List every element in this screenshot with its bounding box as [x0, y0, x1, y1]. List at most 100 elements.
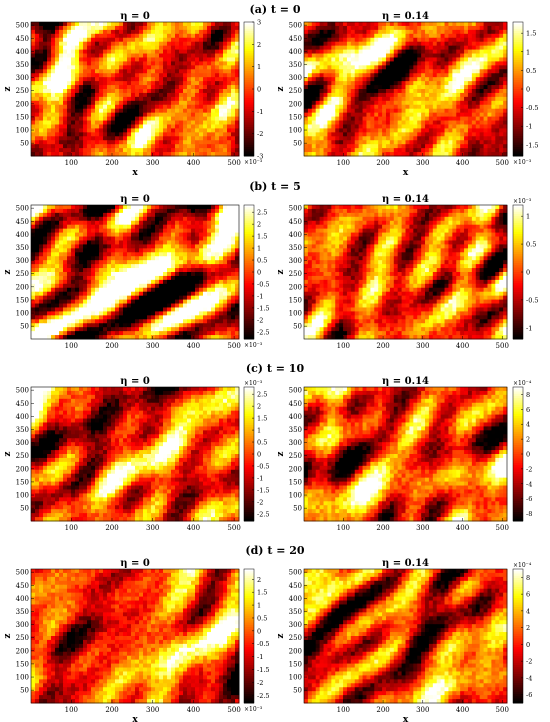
colorbar-step — [513, 91, 523, 94]
heatmap-cell — [147, 29, 152, 35]
heatmap-cell — [339, 132, 344, 137]
heatmap-cell — [167, 272, 172, 277]
heatmap-cell — [43, 77, 48, 82]
heatmap-cell — [35, 140, 40, 145]
heatmap-cell — [43, 65, 48, 70]
heatmap-cell — [195, 272, 200, 277]
heatmap-cell — [199, 216, 204, 222]
heatmap-cell — [43, 45, 48, 51]
heatmap-cell — [227, 148, 232, 153]
heatmap-cell — [99, 287, 104, 293]
heatmap-cell — [207, 45, 212, 51]
heatmap-cell — [71, 220, 76, 226]
heatmap-cell — [479, 33, 485, 39]
heatmap-cell — [183, 120, 188, 125]
heatmap-cell — [421, 112, 426, 118]
heatmap-cell — [362, 53, 367, 58]
y-tick-label: 100 — [16, 127, 29, 135]
heatmap-cell — [425, 112, 430, 118]
heatmap-cell — [135, 37, 140, 43]
heatmap-cell — [151, 244, 156, 249]
heatmap-cell — [87, 22, 92, 27]
heatmap-cell — [444, 144, 449, 149]
heatmap-cell — [319, 81, 325, 86]
heatmap-cell — [147, 244, 152, 249]
heatmap-cell — [159, 295, 164, 301]
heatmap-cell — [143, 25, 148, 31]
heatmap-cell — [119, 283, 124, 289]
heatmap-cell — [366, 85, 371, 90]
heatmap-cell — [63, 268, 68, 273]
heatmap-cell — [131, 77, 136, 82]
heatmap-cell — [223, 104, 228, 110]
heatmap-cell — [79, 108, 84, 114]
heatmap-cell — [99, 61, 104, 66]
heatmap-cell — [401, 22, 406, 27]
heatmap-cell — [163, 65, 168, 70]
heatmap-cell — [417, 116, 422, 122]
heatmap-cell — [227, 240, 232, 245]
heatmap-cell — [111, 208, 116, 214]
heatmap-cell — [315, 152, 321, 157]
heatmap-cell — [413, 29, 418, 35]
heatmap-cell — [31, 65, 36, 70]
heatmap-cell — [119, 22, 124, 27]
heatmap-cell — [311, 89, 317, 94]
heatmap-cell — [127, 53, 132, 58]
heatmap-cell — [183, 65, 188, 70]
heatmap-cell — [191, 244, 196, 249]
heatmap-cell — [179, 45, 184, 51]
heatmap-cell — [315, 124, 321, 129]
heatmap-cell — [467, 144, 473, 149]
heatmap-cell — [131, 279, 136, 285]
heatmap-cell — [319, 49, 325, 55]
heatmap-cell — [385, 89, 391, 94]
colorbar-step — [513, 95, 523, 99]
heatmap-cell — [83, 272, 88, 277]
heatmap-cell — [307, 148, 313, 153]
heatmap-cell — [393, 25, 399, 31]
heatmap-cell — [203, 69, 208, 74]
heatmap-cell — [111, 100, 116, 106]
heatmap-cell — [163, 136, 168, 141]
heatmap-cell — [31, 92, 36, 98]
heatmap-cell — [79, 41, 84, 47]
heatmap-cell — [131, 81, 136, 86]
heatmap-cell — [107, 291, 112, 297]
heatmap-cell — [195, 205, 200, 210]
heatmap-cell — [370, 81, 375, 86]
heatmap-cell — [231, 49, 236, 55]
heatmap-cell — [409, 57, 414, 62]
heatmap-cell — [475, 61, 481, 66]
heatmap-cell — [115, 53, 120, 58]
heatmap-cell — [235, 279, 240, 285]
heatmap-cell — [499, 45, 504, 51]
heatmap-cell — [179, 228, 184, 234]
heatmap-cell — [370, 92, 375, 98]
heatmap-cell — [179, 116, 184, 122]
heatmap-cell — [63, 22, 68, 27]
heatmap-cell — [343, 92, 348, 98]
heatmap-cell — [491, 116, 496, 122]
heatmap-cell — [211, 260, 216, 265]
colorbar-step — [244, 22, 254, 25]
heatmap-cell — [227, 236, 232, 241]
heatmap-cell — [159, 81, 164, 86]
heatmap-cell — [374, 22, 379, 27]
heatmap-cell — [183, 128, 188, 133]
heatmap-cell — [456, 37, 461, 43]
heatmap-cell — [315, 148, 321, 153]
heatmap-cell — [467, 120, 473, 125]
heatmap-cell — [339, 49, 344, 55]
heatmap-cell — [115, 100, 120, 106]
heatmap-cell — [159, 287, 164, 293]
heatmap-cell — [428, 89, 434, 94]
heatmap-cell — [223, 212, 228, 218]
heatmap-cell — [467, 69, 473, 74]
heatmap-cell — [207, 29, 212, 35]
heatmap-cell — [203, 65, 208, 70]
heatmap-cell — [67, 81, 72, 86]
heatmap-cell — [374, 112, 379, 118]
heatmap-cell — [55, 100, 60, 106]
